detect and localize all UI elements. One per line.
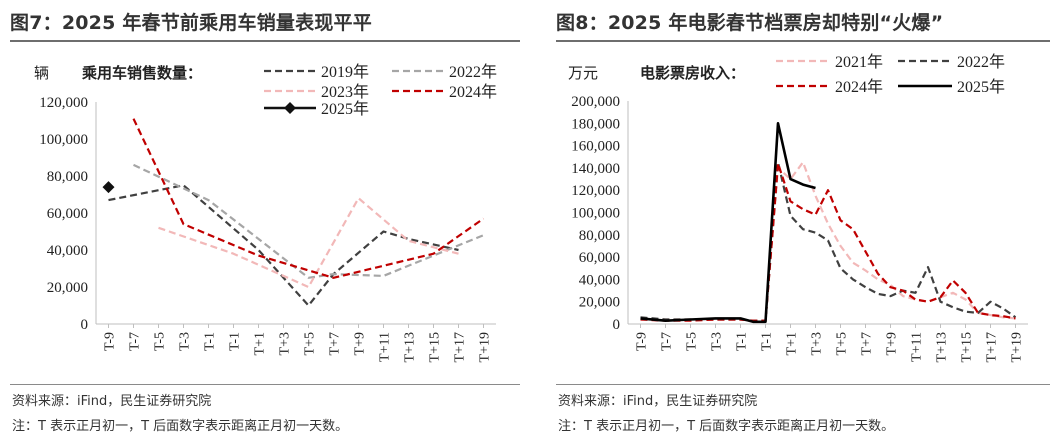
right-source-note: 资料来源：iFind，民生证券研究院: [558, 394, 758, 409]
right-x-tick-label: T-1: [735, 332, 750, 351]
right-x-tick-label: T+11: [910, 332, 925, 362]
left-y-tick-label: 0: [81, 317, 89, 333]
right-x-tick-label: T+15: [960, 332, 975, 362]
right-title-divider: [556, 40, 1050, 42]
right-y-tick-label: 0: [613, 317, 621, 333]
left-legend-label-2019年: 2019年: [321, 63, 369, 81]
left-x-tick-label: T+3: [278, 332, 293, 355]
right-x-tick-label: T+9: [885, 332, 900, 355]
right-panel-title: 图8：2025 年电影春节档票房却特别“火爆”: [556, 12, 944, 34]
left-source-note: 资料来源：iFind，民生证券研究院: [12, 394, 212, 409]
right-legend-label-2022年: 2022年: [957, 53, 1005, 71]
right-x-tick-label: T-7: [660, 332, 675, 351]
left-x-tick-label: T+1: [253, 332, 268, 355]
right-x-tick-label: T+7: [860, 332, 875, 355]
right-x-tick-label: T-1: [760, 332, 775, 351]
left-x-tick-label: T+17: [453, 332, 468, 362]
right-bottom-divider: [556, 384, 1050, 385]
left-series-line-2023年: [158, 197, 459, 289]
left-x-tick-label: T-1: [203, 332, 218, 351]
right-line-chart: 0 20,000 40,000 60,000 80,000 100,000 120,000 1…: [568, 53, 1028, 362]
right-y-tick-label: 120,000: [571, 183, 620, 199]
left-x-tick-label: T-7: [128, 332, 143, 351]
left-bottom-divider: [10, 384, 520, 385]
left-series-line-2024年: [132, 118, 485, 279]
left-y-tick-label: 40,000: [47, 243, 88, 259]
right-y-tick-label: 200,000: [571, 94, 620, 110]
left-line-chart: 0 20,000 40,000 60,000 80,000 100,000 120,000 T…: [34, 63, 497, 362]
left-y-tick-label: 80,000: [47, 169, 88, 185]
right-legend-label-2024年: 2024年: [835, 78, 883, 96]
right-x-tick-label: T-9: [635, 332, 650, 351]
left-x-tick-label: T-3: [178, 332, 193, 351]
right-x-tick-label: T+13: [935, 332, 950, 362]
right-chart-panel: 图8：2025 年电影春节档票房却特别“火爆” 0 20,000 40,000 60,…: [546, 0, 1060, 442]
right-y-unit-label: 万元: [568, 64, 598, 82]
left-legend-marker-2025年: [284, 102, 296, 114]
left-legend-label-2023年: 2023年: [321, 83, 369, 101]
right-y-tick-label: 180,000: [571, 116, 620, 132]
left-x-tick-label: T+9: [353, 332, 368, 355]
right-y-tick-label: 160,000: [571, 139, 620, 155]
left-x-tick-label: T+11: [378, 332, 393, 362]
right-footnote: 注：T 表示正月初一，T 后面数字表示距离正月初一天数。: [558, 419, 895, 434]
right-y-tick-label: 80,000: [579, 228, 620, 244]
right-chart-title: 电影票房收入：: [640, 64, 745, 82]
right-x-tick-label: T+1: [785, 332, 800, 355]
left-series-marker-2025年: [102, 181, 115, 194]
right-y-tick-label: 140,000: [571, 161, 620, 177]
left-y-unit-label: 辆: [34, 64, 49, 82]
left-panel-title: 图7：2025 年春节前乘用车销量表现平平: [10, 12, 372, 34]
left-x-tick-label: T+5: [303, 332, 318, 355]
left-y-tick-label: 100,000: [39, 132, 88, 148]
right-series-line-2022年: [640, 161, 1017, 322]
right-series-line-2025年: [640, 122, 816, 324]
left-y-tick-label: 20,000: [47, 280, 88, 296]
left-chart-title: 乘用车销售数量：: [81, 64, 202, 82]
left-x-tick-label: T+15: [428, 332, 443, 362]
left-x-tick-label: T+13: [403, 332, 418, 362]
left-y-tick-label: 120,000: [39, 95, 88, 111]
left-title-divider: [10, 40, 520, 42]
right-y-tick-label: 20,000: [579, 295, 620, 311]
left-footnote: 注：T 表示正月初一，T 后面数字表示距离正月初一天数。: [12, 419, 349, 434]
left-series-line-2022年: [133, 163, 484, 279]
right-x-tick-label: T+5: [835, 332, 850, 355]
right-y-tick-label: 100,000: [571, 206, 620, 222]
left-x-tick-label: T+19: [478, 332, 493, 362]
left-chart-panel: 图7：2025 年春节前乘用车销量表现平平 0 20,000 40,000 60,00…: [10, 12, 520, 434]
right-x-tick-label: T-3: [710, 332, 725, 351]
left-legend-label-2024年: 2024年: [449, 83, 497, 101]
right-legend-label-2025年: 2025年: [957, 78, 1005, 96]
right-y-tick-label: 60,000: [579, 250, 620, 266]
left-legend-label-2022年: 2022年: [449, 63, 497, 81]
left-x-tick-label: T-9: [103, 332, 118, 351]
left-x-tick-label: T-1: [228, 332, 243, 351]
right-x-tick-label: T+17: [985, 332, 1000, 362]
left-x-tick-label: T-5: [153, 332, 168, 351]
right-y-tick-label: 40,000: [579, 272, 620, 288]
right-x-tick-label: T-5: [685, 332, 700, 351]
right-legend-label-2021年: 2021年: [835, 53, 883, 71]
left-legend-label-2025年: 2025年: [321, 100, 369, 118]
right-x-tick-label: T+19: [1010, 332, 1025, 362]
left-y-tick-label: 60,000: [47, 206, 88, 222]
left-x-tick-label: T+7: [328, 332, 343, 355]
left-series-line-2019年: [108, 184, 459, 307]
right-x-tick-label: T+3: [810, 332, 825, 355]
